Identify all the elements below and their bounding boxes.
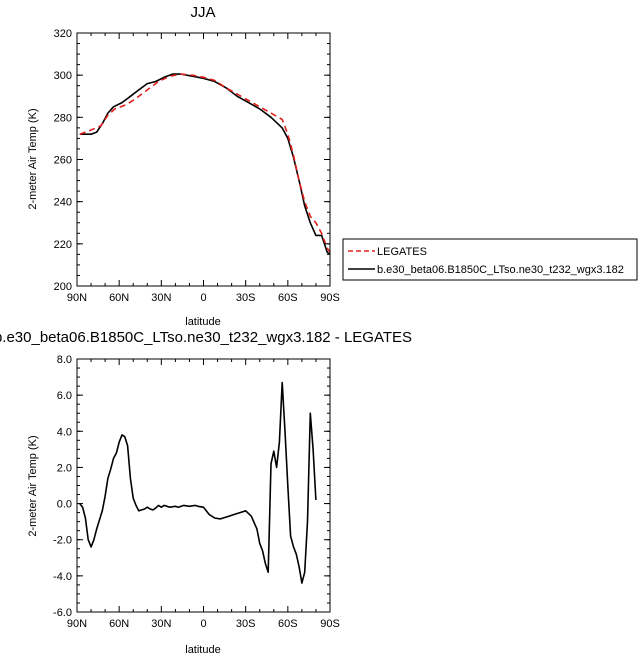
y-tick-label: 6.0: [57, 390, 72, 402]
x-tick-label: 0: [200, 618, 206, 630]
y-tick-label: 0.0: [57, 499, 72, 511]
x-tick-label: 60S: [278, 618, 298, 630]
x-tick-label: 90N: [67, 618, 87, 630]
y-tick-label: 220: [54, 239, 72, 251]
y-tick-label: -4.0: [53, 571, 72, 583]
y-tick-label: 4.0: [57, 426, 72, 438]
y-tick-label: 200: [54, 281, 72, 293]
x-axis-label: latitude: [185, 316, 220, 328]
difference-panel: b.e30_beta06.B1850C_LTso.ne30_t232_wgx3.…: [0, 329, 412, 656]
x-tick-label: 30N: [151, 618, 171, 630]
x-tick-label: 90S: [320, 292, 340, 304]
x-tick-label: 0: [200, 292, 206, 304]
y-tick-label: -6.0: [53, 607, 72, 619]
x-tick-label: 90S: [320, 618, 340, 630]
series-line-difference: [79, 381, 317, 584]
x-tick-label: 90N: [67, 292, 87, 304]
panel-title: b.e30_beta06.B1850C_LTso.ne30_t232_wgx3.…: [0, 329, 412, 346]
x-tick-label: 60S: [278, 292, 298, 304]
y-tick-label: 300: [54, 70, 72, 82]
y-tick-label: 2.0: [57, 462, 72, 474]
x-tick-label: 60N: [109, 292, 129, 304]
legend: LEGATES b.e30_beta06.B1850C_LTso.ne30_t2…: [342, 238, 638, 281]
x-tick-label: 30S: [236, 292, 256, 304]
y-axis-label: 2-meter Air Temp (K): [27, 108, 39, 209]
plot-frame: [76, 358, 331, 613]
temperature-panel: JJA 90N 60N 30N 0 30S 60S 90S 200 220 240 260 280 30…: [27, 4, 638, 328]
y-tick-label: -2.0: [53, 535, 72, 547]
y-tick-label: 260: [54, 155, 72, 167]
y-tick-label: 280: [54, 112, 72, 124]
series-line-b-e30-beta06-b1850c-ltso-ne30-t232-wgx3-182: [79, 73, 331, 256]
y-axis-label: 2-meter Air Temp (K): [27, 435, 39, 536]
legend-label-legates: LEGATES: [377, 246, 427, 258]
plot-frame: [76, 32, 331, 287]
x-tick-label: 60N: [109, 618, 129, 630]
y-tick-label: 240: [54, 197, 72, 209]
x-tick-label: 30S: [236, 618, 256, 630]
legend-box: [342, 238, 638, 281]
y-tick-label: 8.0: [57, 354, 72, 366]
series-line-legates: [79, 73, 331, 253]
panel-title: JJA: [190, 4, 215, 21]
legend-label-model: b.e30_beta06.B1850C_LTso.ne30_t232_wgx3.…: [377, 264, 624, 276]
x-axis-label: latitude: [185, 644, 220, 656]
y-tick-label: 320: [54, 28, 72, 40]
x-tick-label: 30N: [151, 292, 171, 304]
